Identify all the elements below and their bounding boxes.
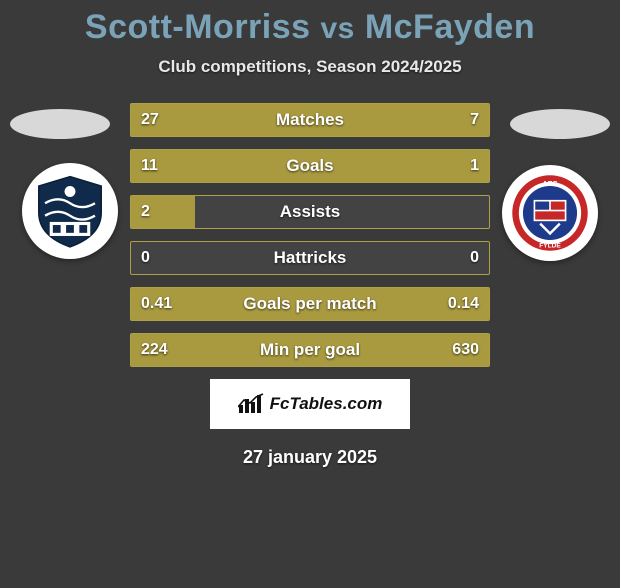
round-crest-icon: AFC FYLDE [509,172,591,254]
stat-row: 00Hattricks [130,241,490,275]
svg-text:FYLDE: FYLDE [539,242,561,249]
stat-label: Matches [131,104,489,136]
player2-name: McFayden [365,8,535,46]
subtitle: Club competitions, Season 2024/2025 [0,57,620,77]
stat-row: 0.410.14Goals per match [130,287,490,321]
stat-row: 224630Min per goal [130,333,490,367]
player1-club-badge [22,163,118,259]
stat-row: 2Assists [130,195,490,229]
comparison-title: Scott-Morriss vs McFayden [0,8,620,47]
stat-row: 111Goals [130,149,490,183]
svg-text:AFC: AFC [542,179,558,188]
player1-name: Scott-Morriss [85,8,311,46]
player2-club-badge: AFC FYLDE [502,165,598,261]
stat-label: Hattricks [131,242,489,274]
stat-label: Assists [131,196,489,228]
bar-chart-icon [238,393,264,415]
vs-text: vs [321,12,355,45]
stat-label: Min per goal [131,334,489,366]
stat-label: Goals [131,150,489,182]
stat-row: 277Matches [130,103,490,137]
player2-shadow-ellipse [510,109,610,139]
comparison-arena: AFC FYLDE 277Matches 111Goals 2Assists 00Ha… [0,103,620,468]
stat-label: Goals per match [131,288,489,320]
shield-icon [31,172,109,250]
player1-shadow-ellipse [10,109,110,139]
attribution-text: FcTables.com [270,394,383,414]
attribution-box: FcTables.com [210,379,410,429]
stats-list: 277Matches 111Goals 2Assists 00Hattricks 0.4… [130,103,490,367]
comparison-date: 27 january 2025 [0,447,620,468]
